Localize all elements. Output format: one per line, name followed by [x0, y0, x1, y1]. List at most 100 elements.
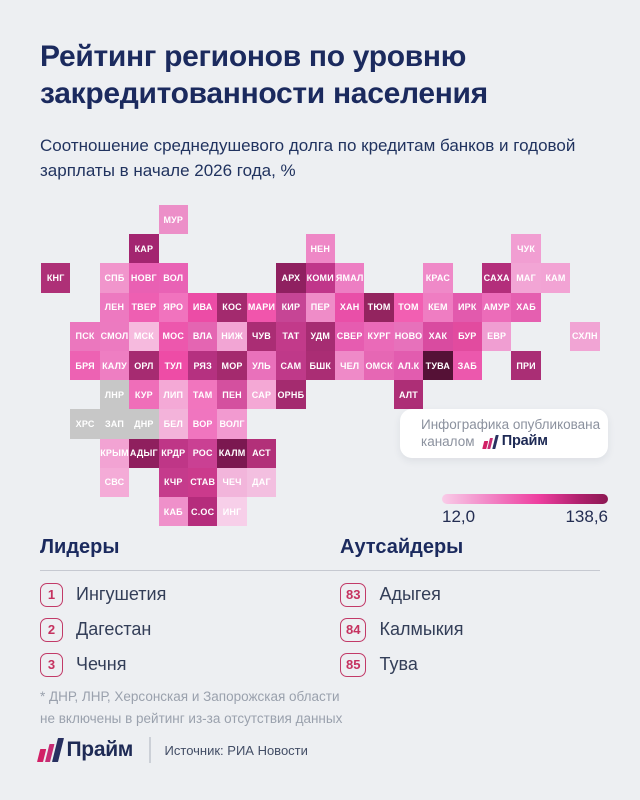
color-scale-gradient — [442, 494, 608, 504]
region-tile-КОМИ: КОМИ — [305, 263, 335, 293]
region-tile-ПРИ: ПРИ — [511, 351, 541, 381]
region-name: Ингушетия — [76, 584, 167, 604]
region-tile-ЯМАЛ: ЯМАЛ — [335, 263, 365, 293]
region-tile-АРХ: АРХ — [276, 263, 306, 293]
region-tile-БУР: БУР — [452, 321, 482, 351]
region-tile-ЧЕЧ: ЧЕЧ — [217, 467, 247, 497]
region-tile-ХАН: ХАН — [335, 292, 365, 322]
prime-logo-icon — [37, 738, 64, 762]
region-tile-КАЛМ: КАЛМ — [217, 438, 247, 468]
region-tile-ТЮМ: ТЮМ — [364, 292, 394, 322]
region-tile-ВОЛ: ВОЛ — [158, 263, 188, 293]
region-tile-ТОМ: ТОМ — [393, 292, 424, 322]
prime-logo-icon — [481, 434, 499, 449]
region-tile-КОС: КОС — [217, 292, 247, 322]
region-tile-ИНГ: ИНГ — [217, 497, 247, 527]
region-tile-САР: САР — [246, 380, 277, 410]
tile-map: МУР КАР НЕН ЧУК КНГ СПБ НОВГ ВОЛ АРХ КОМИ ЯМАЛ КРАС… — [41, 205, 600, 527]
region-tile-КРДР: КРДР — [158, 438, 188, 468]
color-scale-max-label: 138,6 — [565, 507, 608, 526]
region-tile-ТАМ: ТАМ — [188, 380, 218, 410]
region-tile-МАРИ: МАРИ — [246, 292, 277, 322]
list-item: 83 Адыгея — [340, 582, 463, 607]
region-tile-РЯЗ: РЯЗ — [188, 351, 218, 381]
region-tile-ПСК: ПСК — [70, 321, 100, 351]
region-tile-АМУР: АМУР — [482, 292, 512, 322]
footer: Прайм Источник: РИА Новости — [37, 736, 308, 764]
list-item: 84 Калмыкия — [340, 617, 463, 642]
region-tile-МОС: МОС — [158, 321, 188, 351]
region-tile-ИВА: ИВА — [188, 292, 218, 322]
region-tile-СТАВ: СТАВ — [188, 467, 218, 497]
publisher-brand-name: Прайм — [501, 433, 548, 449]
region-tile-ВЛА: ВЛА — [188, 321, 218, 351]
region-tile-МАГ: МАГ — [511, 263, 541, 293]
rank-badge: 83 — [340, 582, 367, 607]
leaders-list: 1 Ингушетия 2 Дагестан 3 Чечня — [40, 582, 166, 677]
region-tile-МУР: МУР — [158, 205, 188, 235]
footer-source: Источник: РИА Новости — [164, 742, 308, 758]
region-tile-КУРГ: КУРГ — [364, 321, 394, 351]
region-tile-ДАГ: ДАГ — [246, 467, 277, 497]
region-tile-КАР: КАР — [129, 234, 159, 264]
rank-badge: 2 — [40, 617, 63, 642]
region-tile-КРАС: КРАС — [423, 263, 453, 293]
region-tile-СПБ: СПБ — [99, 263, 130, 293]
region-tile-КНГ: КНГ — [41, 263, 71, 293]
publisher-card: Инфографика опубликована каналом Прайм — [400, 409, 608, 458]
region-tile-НИЖ: НИЖ — [217, 321, 247, 351]
region-tile-ВОР: ВОР — [188, 409, 218, 439]
region-name: Калмыкия — [379, 619, 464, 639]
region-tile-РОС: РОС — [188, 438, 218, 468]
region-tile-ПЕР: ПЕР — [305, 292, 335, 322]
list-item: 85 Тува — [340, 652, 463, 677]
list-item: 2 Дагестан — [40, 617, 166, 642]
outsiders-list: 83 Адыгея 84 Калмыкия 85 Тува — [340, 582, 463, 677]
region-tile-ОМСК: ОМСК — [364, 351, 394, 381]
region-tile-ЧУК: ЧУК — [511, 234, 541, 264]
region-tile-КЧР: КЧР — [158, 467, 188, 497]
publisher-card-line2-prefix: каналом — [421, 434, 475, 449]
region-tile-ВОЛГ: ВОЛГ — [217, 409, 247, 439]
page-subtitle: Соотношение среднедушевого долга по кред… — [40, 136, 576, 180]
region-tile-САМ: САМ — [276, 351, 306, 381]
region-tile-ЧЕЛ: ЧЕЛ — [335, 351, 365, 381]
region-tile-С.ОС: С.ОС — [188, 497, 218, 527]
region-tile-УЛЬ: УЛЬ — [246, 351, 277, 381]
region-tile-КАБ: КАБ — [158, 497, 188, 527]
publisher-card-line2: каналом Прайм — [421, 433, 608, 450]
region-tile-КИР: КИР — [276, 292, 306, 322]
region-name: Дагестан — [76, 619, 152, 639]
region-name: Адыгея — [379, 584, 441, 604]
region-tile-ДНР: ДНР — [129, 409, 159, 439]
region-tile-БЕЛ: БЕЛ — [158, 409, 188, 439]
region-tile-НОВГ: НОВГ — [129, 263, 159, 293]
list-item: 3 Чечня — [40, 652, 166, 677]
rank-badge: 85 — [340, 652, 367, 677]
rank-badge: 3 — [40, 652, 63, 677]
region-tile-ОРЛ: ОРЛ — [129, 351, 159, 381]
region-tile-ХАБ: ХАБ — [511, 292, 541, 322]
region-tile-МСК: МСК — [129, 321, 159, 351]
region-tile-ЛИП: ЛИП — [158, 380, 188, 410]
outsiders-heading: Аутсайдеры — [340, 536, 464, 558]
region-tile-ЛНР: ЛНР — [99, 380, 130, 410]
region-tile-НОВО: НОВО — [393, 321, 424, 351]
region-tile-ЗАП: ЗАП — [99, 409, 130, 439]
region-tile-ТВЕР: ТВЕР — [129, 292, 159, 322]
region-tile-ТАТ: ТАТ — [276, 321, 306, 351]
region-tile-АСТ: АСТ — [246, 438, 277, 468]
region-tile-САХА: САХА — [482, 263, 512, 293]
region-tile-КРЫМ: КРЫМ — [99, 438, 130, 468]
region-tile-КАМ: КАМ — [540, 263, 571, 293]
region-tile-СВС: СВС — [99, 467, 130, 497]
region-tile-ИРК: ИРК — [452, 292, 482, 322]
region-tile-ТУВА: ТУВА — [423, 351, 453, 381]
list-item: 1 Ингушетия — [40, 582, 166, 607]
region-tile-ЗАБ: ЗАБ — [452, 351, 482, 381]
footer-brand-name: Прайм — [66, 738, 134, 761]
leaders-heading: Лидеры — [40, 536, 120, 558]
footer-divider — [149, 737, 151, 763]
region-tile-УДМ: УДМ — [305, 321, 335, 351]
